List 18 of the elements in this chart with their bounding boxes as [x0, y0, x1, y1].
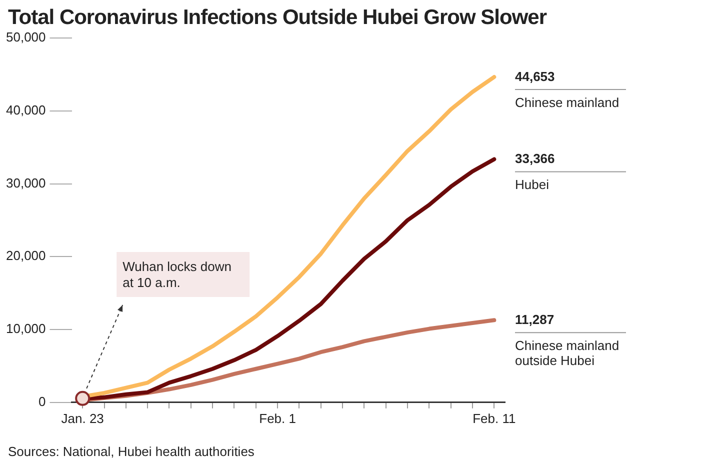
text: Hubei [515, 177, 550, 192]
y-tick-label: 50,000 [6, 30, 46, 45]
annotation: Wuhan locks down at 10 a.m. [122, 259, 232, 290]
chart-title: Total Coronavirus Infections Outside Hubei Grow Slower [8, 6, 547, 30]
x-tick-label: Feb. 1 [259, 410, 296, 426]
y-tick-label: 10,000 [6, 321, 46, 336]
y-tick-label: 30,000 [6, 175, 46, 190]
y-tick-label: 20,000 [6, 248, 46, 264]
x-tick-label: Feb. 11 [472, 410, 516, 426]
source-note: Sources: National, Hubei health authorities [8, 444, 254, 459]
data-label: 33,366 [515, 151, 555, 166]
text: Chinese mainland outside Hubei [515, 338, 620, 368]
y-tick-label: 0 [38, 394, 46, 409]
y-tick-label: 40,000 [6, 102, 46, 118]
data-label: 44,653 [515, 68, 555, 84]
data-label: 11,287 [515, 312, 554, 328]
text: Chinese mainland [515, 94, 620, 110]
x-tick-label: Jan. 23 [61, 410, 104, 426]
